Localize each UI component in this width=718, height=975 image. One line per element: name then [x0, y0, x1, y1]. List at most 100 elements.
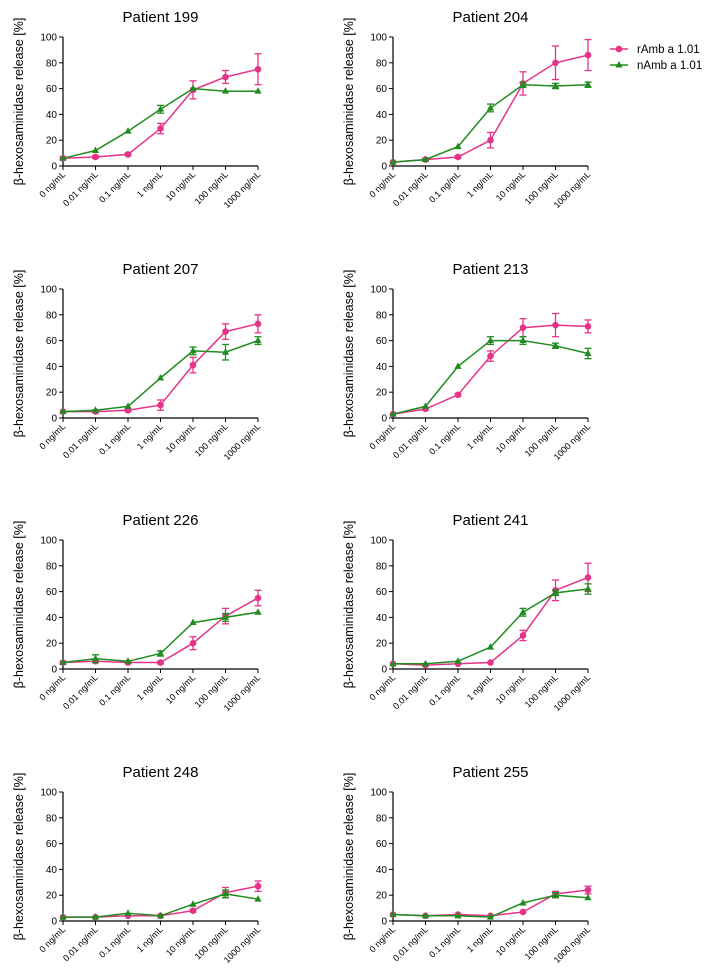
series-line: [392, 83, 589, 163]
y-tick-label: 60: [46, 336, 58, 347]
y-tick-label: 60: [46, 587, 58, 598]
data-point: [487, 659, 494, 666]
data-point: [454, 142, 462, 150]
data-point: [222, 328, 229, 335]
data-point: [221, 613, 230, 620]
chart-panel-0: Patient 199 0 20 40 60 80 100 β-hexosaminidase …: [12, 9, 262, 210]
data-point: [421, 659, 430, 667]
x-tick-label: 0.1 ng/mL: [97, 672, 132, 707]
data-point: [59, 407, 67, 415]
data-point: [124, 151, 132, 158]
data-point: [189, 900, 197, 907]
data-point: [421, 402, 430, 409]
legend-label: rAmb a 1.01: [637, 44, 700, 56]
series-line: [63, 323, 259, 413]
y-tick-label: 60: [376, 336, 388, 347]
y-axis-label: β-hexosaminidase release [%]: [12, 773, 26, 941]
data-point: [519, 336, 527, 344]
data-point: [254, 895, 262, 902]
x-tick-label: 0.01 ng/mL: [391, 421, 430, 460]
data-point: [486, 913, 495, 920]
data-point: [454, 153, 462, 161]
data-point: [91, 913, 100, 920]
data-point: [551, 588, 560, 596]
data-point: [189, 361, 197, 369]
y-tick-label: 80: [46, 310, 58, 321]
y-tick-label: 0: [51, 162, 57, 173]
x-tick-label: 0.01 ng/mL: [61, 421, 100, 460]
y-tick-label: 40: [46, 362, 58, 373]
series-nAmb: [59, 84, 262, 161]
data-point: [389, 659, 397, 667]
data-point: [189, 346, 197, 354]
data-point: [189, 639, 197, 647]
data-point: [156, 374, 165, 381]
data-point: [519, 632, 527, 639]
x-tick-label: 0.01 ng/mL: [391, 924, 430, 963]
y-tick-label: 60: [46, 839, 58, 850]
data-point: [156, 911, 165, 919]
chart-panel-7: Patient 255 0 20 40 60 80 100 β-hexosaminidase …: [342, 764, 592, 965]
series-nAmb: [389, 336, 592, 417]
chart-panel-5: Patient 241 0 20 40 60 80 100 β-hexosaminidase …: [342, 512, 592, 713]
y-tick-label: 0: [381, 162, 387, 173]
x-tick-label: 1 ng/mL: [465, 421, 495, 451]
chart-panel-4: Patient 226 0 20 40 60 80 100 β-hexosaminidase …: [12, 512, 262, 713]
y-tick-label: 20: [46, 136, 58, 147]
x-tick-label: 0.1 ng/mL: [427, 421, 462, 456]
data-point: [486, 103, 495, 111]
y-axis-label: β-hexosaminidase release [%]: [342, 270, 356, 438]
data-point: [454, 391, 462, 399]
data-point: [254, 882, 262, 890]
data-point: [254, 594, 262, 602]
x-tick-label: 0 ng/mL: [367, 672, 397, 702]
data-point: [91, 406, 100, 413]
data-point: [254, 336, 262, 344]
y-tick-label: 100: [370, 33, 387, 44]
data-point: [254, 87, 262, 94]
series-nAmb: [389, 891, 592, 920]
data-point: [59, 154, 67, 161]
data-point: [551, 891, 560, 898]
legend-entry-1: nAmb a 1.01: [610, 60, 702, 72]
data-point: [91, 146, 100, 154]
x-tick-label: 0.1 ng/mL: [97, 421, 132, 456]
y-tick-label: 40: [46, 613, 58, 624]
y-tick-label: 0: [51, 414, 57, 425]
x-tick-label: 0.1 ng/mL: [427, 169, 462, 204]
x-tick-label: 1 ng/mL: [465, 169, 495, 199]
x-tick-label: 10 ng/mL: [164, 924, 198, 958]
y-axis-label: β-hexosaminidase release [%]: [342, 521, 356, 689]
x-tick-label: 0.01 ng/mL: [391, 169, 430, 208]
chart-title: Patient 248: [123, 764, 199, 781]
data-point: [519, 80, 527, 88]
series-nAmb: [59, 336, 262, 415]
data-point: [454, 657, 462, 664]
data-point: [454, 911, 462, 919]
y-axis-label: β-hexosaminidase release [%]: [12, 270, 26, 438]
chart-panel-1: Patient 204 0 20 40 60 80 100 β-hexosaminidase …: [342, 9, 592, 210]
data-point: [552, 321, 559, 329]
y-tick-label: 80: [46, 58, 58, 69]
data-point: [92, 153, 99, 161]
x-tick-label: 0.1 ng/mL: [427, 672, 462, 707]
data-point: [157, 125, 164, 132]
data-point: [156, 649, 165, 657]
data-point: [519, 908, 527, 916]
data-point: [59, 913, 67, 920]
x-tick-label: 10 ng/mL: [164, 169, 198, 203]
y-tick-label: 60: [46, 84, 58, 95]
x-tick-label: 0.1 ng/mL: [97, 924, 132, 959]
y-axis-label: β-hexosaminidase release [%]: [342, 773, 356, 941]
y-tick-label: 20: [376, 136, 388, 147]
data-point: [157, 659, 164, 666]
data-point: [584, 886, 592, 894]
y-tick-label: 100: [40, 536, 57, 547]
data-point: [584, 585, 592, 592]
chart-title: Patient 207: [123, 261, 199, 278]
data-point: [519, 608, 527, 615]
x-tick-label: 0.01 ng/mL: [61, 169, 100, 208]
data-point: [189, 84, 197, 92]
x-tick-label: 10 ng/mL: [164, 421, 198, 455]
y-tick-label: 20: [46, 639, 58, 650]
